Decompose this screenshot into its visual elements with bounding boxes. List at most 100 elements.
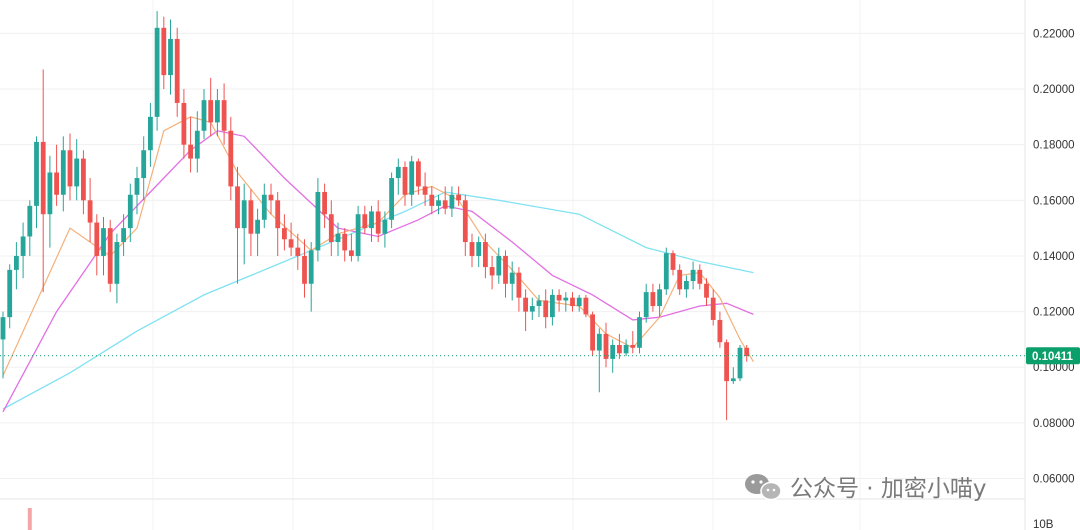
candle-body-108: [724, 342, 729, 382]
candle-19: [127, 183, 133, 243]
candle-body-42: [282, 228, 287, 240]
candle-body-55: [369, 211, 374, 229]
candle-body-62: [416, 161, 421, 187]
candle-80: [536, 294, 542, 318]
candle-10: [67, 133, 73, 201]
candle-body-94: [630, 344, 636, 348]
candle-7: [47, 155, 53, 248]
candle-body-99: [663, 253, 669, 290]
candle-84: [563, 292, 569, 312]
candle-57: [382, 211, 388, 248]
ma-long-line: [2, 191, 754, 410]
candle-18: [121, 214, 126, 256]
candle-body-80: [536, 300, 542, 307]
candle-27: [181, 89, 187, 159]
candle-104: [697, 264, 703, 290]
candle-22: [148, 102, 153, 167]
candle-110: [737, 344, 743, 382]
y-tick-label-2: 0.18000: [1033, 140, 1075, 152]
y-tick-label-4: 0.14000: [1033, 251, 1075, 263]
candle-body-86: [576, 297, 582, 307]
candle-17: [114, 233, 120, 304]
candle-47: [315, 178, 321, 262]
candle-body-27: [181, 102, 187, 145]
ma-short-line: [2, 116, 754, 376]
candle-82: [550, 289, 555, 326]
candle-body-69: [462, 200, 468, 243]
candle-body-95: [637, 317, 642, 348]
candle-body-76: [509, 272, 515, 284]
candle-body-93: [623, 344, 629, 354]
candle-99: [663, 247, 669, 295]
watermark: 公众号 · 加密小喵y: [745, 474, 987, 502]
candle-26: [174, 27, 180, 117]
candle-body-77: [516, 272, 522, 298]
candle-body-9: [60, 150, 66, 195]
candle-16: [107, 219, 113, 293]
volume-bar-0: [27, 508, 32, 530]
candle-body-7: [47, 172, 53, 215]
candle-body-74: [496, 255, 502, 276]
candle-66: [442, 186, 448, 215]
candle-body-44: [295, 247, 301, 256]
grid-lines: [0, 0, 1025, 530]
candle-body-56: [375, 211, 381, 234]
candle-body-16: [107, 228, 113, 284]
candle-100: [670, 250, 676, 276]
candle-34: [228, 116, 234, 201]
candle-24: [161, 16, 167, 90]
candle-body-45: [302, 255, 307, 284]
candle-body-51: [342, 233, 348, 251]
candle-15: [101, 217, 106, 276]
candle-body-105: [704, 283, 709, 298]
candle-body-41: [275, 200, 281, 229]
candle-body-68: [456, 194, 461, 201]
candle-75: [503, 250, 508, 298]
candle-106: [710, 289, 716, 326]
candle-4: [27, 200, 33, 256]
candle-body-0: [0, 317, 6, 340]
candle-108: [724, 339, 729, 421]
candle-102: [684, 275, 689, 298]
candle-65: [436, 194, 441, 215]
candle-36: [241, 183, 247, 265]
candle-67: [449, 186, 455, 218]
candle-41: [275, 191, 281, 256]
candle-body-32: [215, 100, 220, 123]
candle-39: [261, 183, 267, 229]
candle-1: [7, 264, 13, 329]
candle-body-83: [556, 294, 562, 301]
candle-9: [60, 136, 66, 212]
candle-79: [529, 297, 535, 320]
volume-pane: [27, 508, 32, 530]
candle-body-53: [355, 214, 361, 256]
candles: [0, 11, 750, 421]
last-price-label: 0.10411: [1032, 351, 1074, 363]
candle-body-38: [255, 219, 260, 234]
candle-11: [74, 139, 80, 201]
candle-body-89: [596, 333, 602, 351]
candle-81: [543, 289, 549, 329]
candle-body-21: [141, 150, 147, 179]
candle-72: [483, 233, 488, 279]
y-tick-label-6: 0.10000: [1033, 362, 1075, 374]
candle-55: [369, 205, 374, 243]
last-price-tag: 0.10411: [1026, 347, 1080, 365]
candle-body-39: [261, 194, 267, 220]
candle-93: [623, 339, 629, 357]
candle-0: [0, 311, 6, 379]
moving-averages: [2, 116, 754, 413]
candle-body-84: [563, 297, 569, 301]
candle-body-85: [570, 297, 575, 307]
candle-85: [570, 292, 575, 312]
candle-body-54: [362, 214, 368, 229]
candle-body-28: [188, 144, 193, 159]
candle-74: [496, 247, 502, 284]
candle-body-29: [194, 130, 200, 159]
candle-body-4: [27, 205, 33, 237]
candle-body-73: [489, 267, 495, 276]
candle-88: [590, 311, 595, 357]
candle-33: [221, 83, 227, 145]
candle-body-81: [543, 300, 549, 318]
candle-body-71: [476, 242, 482, 256]
